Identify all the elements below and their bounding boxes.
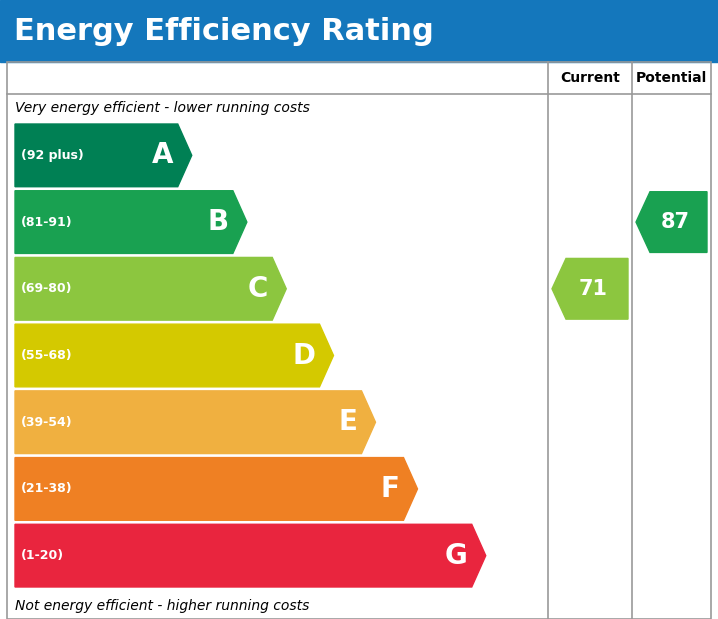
Text: Current: Current <box>560 71 620 85</box>
Polygon shape <box>15 258 286 320</box>
Polygon shape <box>15 324 333 387</box>
Polygon shape <box>15 457 417 521</box>
Text: 71: 71 <box>579 279 608 299</box>
Text: Potential: Potential <box>636 71 707 85</box>
Text: (69-80): (69-80) <box>21 282 73 295</box>
Text: B: B <box>208 208 229 236</box>
Text: E: E <box>339 408 358 436</box>
Text: (81-91): (81-91) <box>21 215 73 228</box>
Text: (39-54): (39-54) <box>21 416 73 429</box>
Text: (21-38): (21-38) <box>21 482 73 495</box>
Text: 87: 87 <box>661 212 689 232</box>
Text: (92 plus): (92 plus) <box>21 149 84 162</box>
Polygon shape <box>15 124 192 187</box>
Text: (1-20): (1-20) <box>21 549 64 562</box>
Bar <box>0 0 718 62</box>
Text: C: C <box>248 275 269 303</box>
Text: A: A <box>152 141 174 170</box>
Text: (55-68): (55-68) <box>21 349 73 362</box>
Polygon shape <box>636 192 707 253</box>
Text: D: D <box>292 342 315 370</box>
Text: Not energy efficient - higher running costs: Not energy efficient - higher running co… <box>15 599 309 613</box>
Text: F: F <box>381 475 399 503</box>
Text: G: G <box>445 542 467 569</box>
Bar <box>7 62 711 619</box>
Text: Very energy efficient - lower running costs: Very energy efficient - lower running co… <box>15 101 310 115</box>
Text: Energy Efficiency Rating: Energy Efficiency Rating <box>14 17 434 46</box>
Polygon shape <box>552 258 628 319</box>
Polygon shape <box>15 524 486 587</box>
Polygon shape <box>15 391 376 454</box>
Polygon shape <box>15 191 247 253</box>
